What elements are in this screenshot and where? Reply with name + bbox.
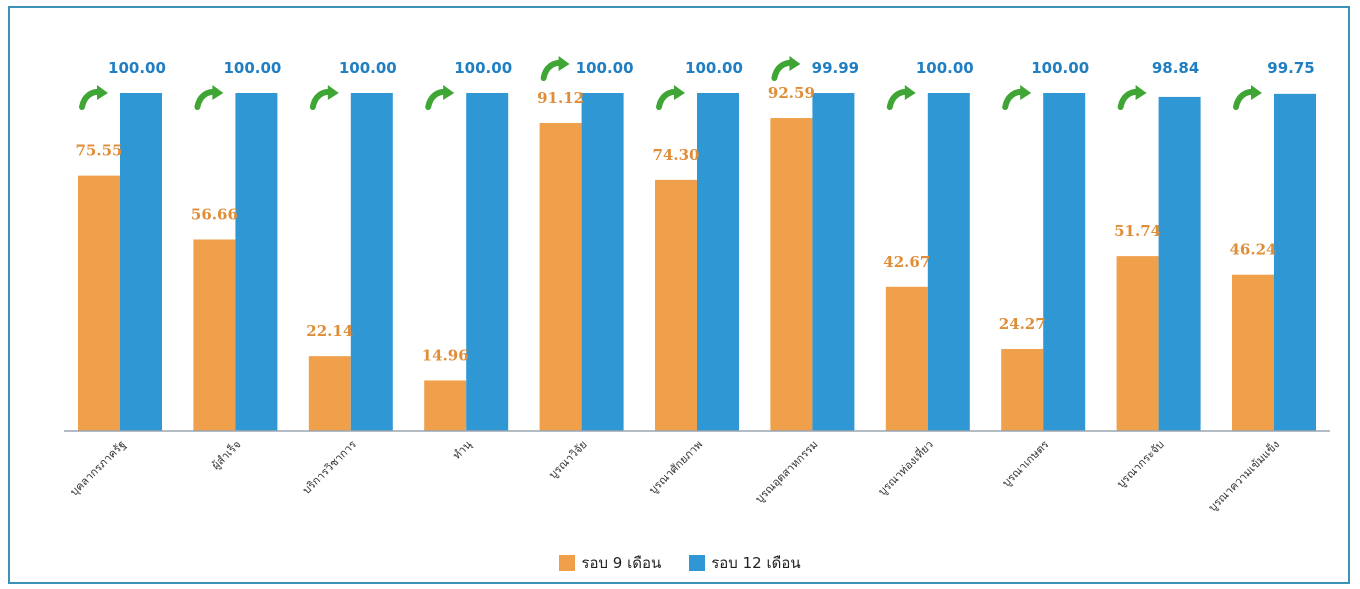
data-label-12-months: 100.00 — [576, 59, 634, 77]
data-label-9-months: 24.27 — [999, 315, 1046, 333]
legend-swatch-orange — [559, 555, 576, 571]
bar-9-months — [1232, 274, 1274, 431]
data-label-9-months: 46.24 — [1230, 241, 1277, 259]
bar-12-months — [1043, 93, 1086, 431]
data-label-9-months: 51.74 — [1114, 222, 1161, 240]
data-label-9-months: 22.14 — [306, 322, 353, 340]
legend-item-12-months: รอบ 12 เดือน — [689, 551, 801, 575]
bar-9-months — [770, 118, 813, 431]
category-tick-label: ผู้สำเร็จ — [209, 437, 244, 472]
bar-12-months — [466, 93, 509, 431]
bar-12-months — [350, 93, 393, 431]
data-label-12-months: 100.00 — [1031, 59, 1089, 77]
category-tick-label: บูรณาเกษตร — [1000, 438, 1052, 490]
bar-9-months — [885, 286, 928, 431]
category-tick-label: ทำนุ — [450, 438, 474, 462]
green-curved-arrow-icon — [309, 85, 339, 110]
bar-9-months — [1116, 256, 1159, 431]
bar-9-months — [308, 356, 351, 431]
bar-12-months — [235, 93, 278, 431]
bar-chart: 75.55 100.00 56.66 100.00 22.14 100.00 14.96 10… — [64, 56, 1330, 514]
category-tick-label: บูรณาศักยภาพ — [646, 438, 705, 497]
legend-label-12-months: รอบ 12 เดือน — [711, 554, 801, 572]
legend-swatch-blue — [689, 555, 706, 571]
bar-12-months — [120, 93, 162, 431]
bar-9-months — [78, 175, 120, 431]
legend-label-9-months: รอบ 9 เดือน — [581, 554, 662, 572]
bar-9-months — [1001, 348, 1044, 431]
data-label-12-months: 99.75 — [1267, 59, 1314, 77]
green-curved-arrow-icon — [1002, 85, 1032, 110]
green-curved-arrow-icon — [425, 85, 455, 110]
category-tick-label: บูรณอุตสาหกรรม — [753, 438, 821, 506]
data-label-12-months: 100.00 — [223, 59, 281, 77]
bar-12-months — [1274, 93, 1316, 431]
data-label-12-months: 100.00 — [454, 59, 512, 77]
data-label-9-months: 74.30 — [653, 146, 700, 164]
green-curved-arrow-icon — [79, 85, 108, 110]
data-label-9-months: 14.96 — [422, 346, 469, 364]
data-label-9-months: 56.66 — [191, 205, 238, 223]
data-label-12-months: 98.84 — [1152, 59, 1199, 77]
green-curved-arrow-icon — [194, 85, 224, 110]
bar-9-months — [655, 179, 697, 431]
data-label-9-months: 42.67 — [883, 253, 930, 271]
bar-9-months — [193, 239, 236, 431]
data-label-9-months: 91.12 — [537, 89, 584, 107]
category-tick-label: บูรณาท่องเที่ยว — [874, 437, 936, 499]
bar-12-months — [927, 93, 970, 431]
bar-9-months — [424, 380, 467, 431]
green-curved-arrow-icon — [540, 56, 570, 81]
green-curved-arrow-icon — [1117, 85, 1147, 110]
green-curved-arrow-icon — [1233, 85, 1262, 110]
data-label-12-months: 100.00 — [339, 59, 397, 77]
green-curved-arrow-icon — [771, 56, 801, 81]
data-label-12-months: 100.00 — [916, 59, 974, 77]
green-curved-arrow-icon — [656, 85, 685, 110]
data-label-12-months: 100.00 — [685, 59, 743, 77]
data-label-12-months: 99.99 — [812, 59, 859, 77]
category-tick-label: บูรณากระจับ — [1114, 438, 1166, 490]
category-tick-label: บุคลากรภาครัฐ — [68, 438, 129, 499]
bar-12-months — [581, 93, 624, 431]
bar-12-months — [697, 93, 739, 431]
category-tick-label: บูรณาวิจัย — [546, 438, 589, 481]
green-curved-arrow-icon — [886, 85, 916, 110]
data-label-9-months: 75.55 — [76, 142, 123, 160]
bar-12-months — [1158, 96, 1201, 431]
data-label-9-months: 92.59 — [768, 84, 815, 102]
data-label-12-months: 100.00 — [108, 59, 166, 77]
bar-12-months — [812, 93, 855, 431]
legend: รอบ 9 เดือน รอบ 12 เดือน — [0, 551, 1360, 575]
legend-item-9-months: รอบ 9 เดือน — [559, 551, 661, 575]
category-tick-label: บูรณาความเข้มแข็ง — [1205, 437, 1282, 514]
bar-9-months — [539, 123, 582, 431]
category-tick-label: บริการวิชาการ — [300, 438, 359, 497]
